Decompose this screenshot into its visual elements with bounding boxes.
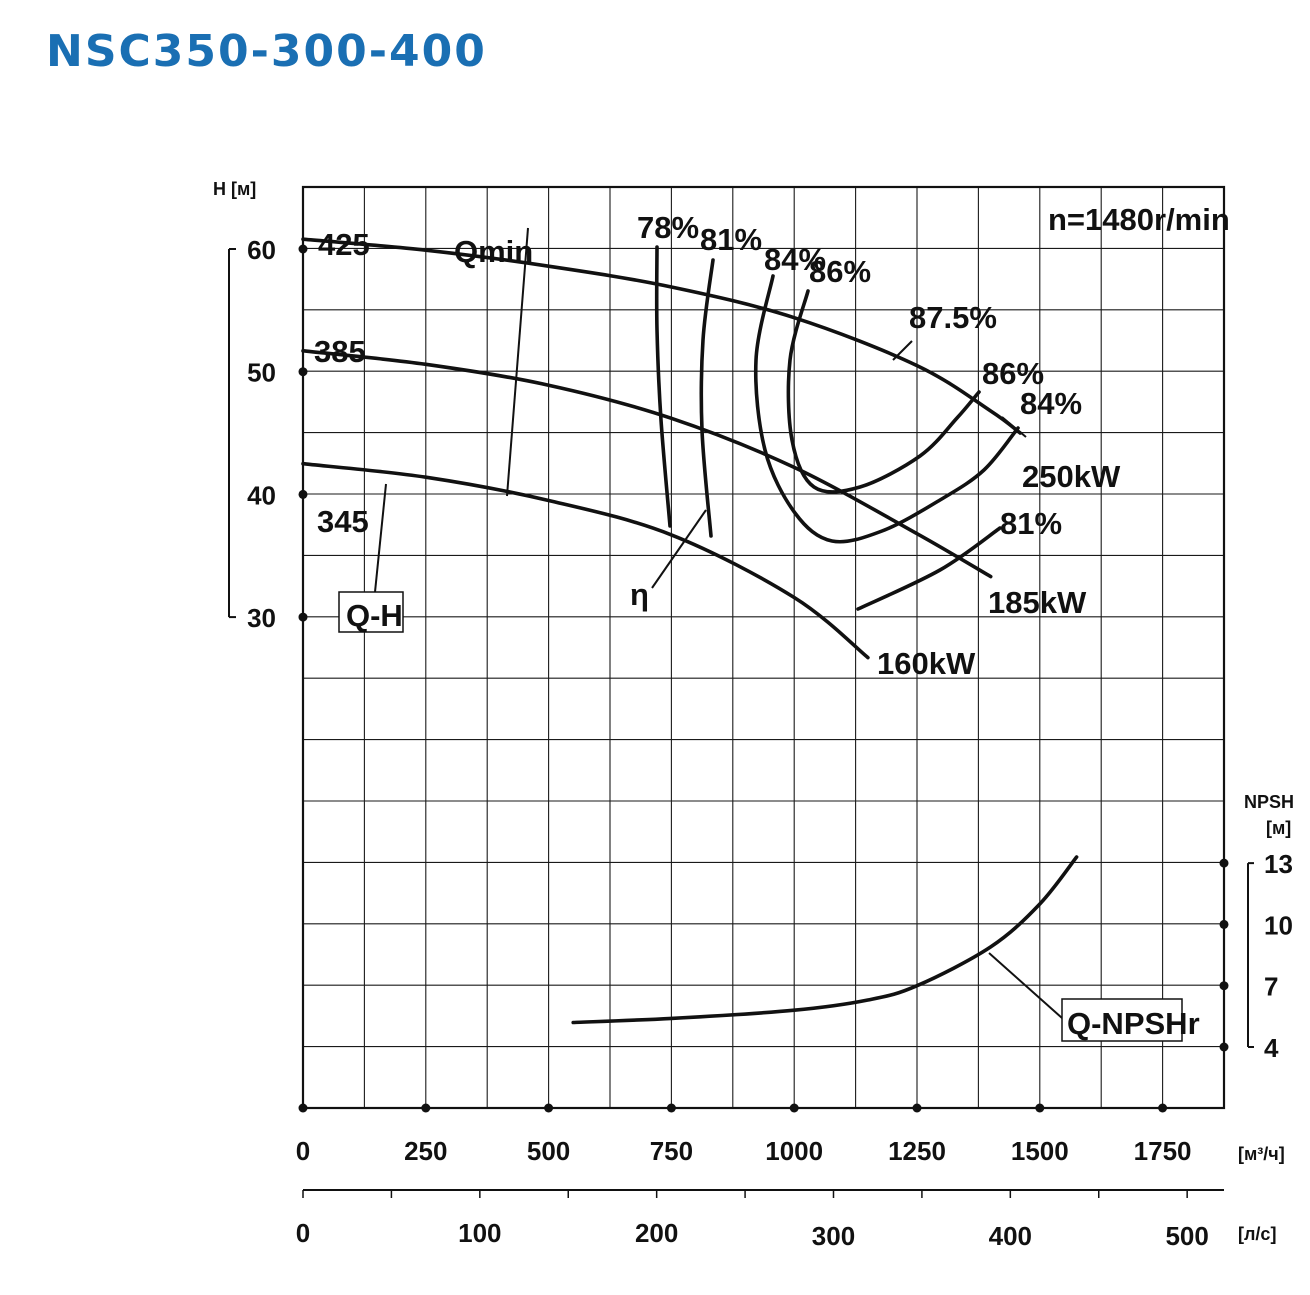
power-label-160kw: 160kW: [877, 646, 976, 681]
page-title: NSC350-300-400: [46, 26, 487, 77]
y-tick-label: 60: [247, 235, 276, 265]
iso-81: [699, 258, 715, 538]
npsh-axis-label: NPSH: [1244, 792, 1294, 812]
y-tick-label: 30: [247, 603, 276, 633]
x-tick-dot: [544, 1103, 554, 1113]
npsh-tick-label: 4: [1264, 1033, 1279, 1063]
npsh-tick-label: 13: [1264, 849, 1293, 879]
eff-label-81-right: 81%: [1000, 506, 1062, 541]
curve-head-345: [301, 461, 870, 660]
label-qh: Q-H: [346, 598, 403, 633]
qnpsh-label-box: [1061, 998, 1183, 1042]
iso-81-power: [856, 526, 1002, 611]
label-q-npshr: Q-NPSHr: [1067, 1006, 1200, 1041]
npsh-tick-label: 10: [1264, 910, 1293, 940]
eff-label-84-right: 84%: [1020, 386, 1082, 421]
x2-axis-unit: [л/с]: [1238, 1224, 1276, 1244]
x2-tick-label: 500: [1165, 1221, 1208, 1251]
x-tick-label: 1750: [1134, 1136, 1192, 1166]
eff-label-86-right: 86%: [982, 356, 1044, 391]
npsh-axis-unit: [м]: [1266, 818, 1291, 838]
curve-npsh-q-npshr: [571, 855, 1079, 1025]
x-tick-label: 250: [404, 1136, 447, 1166]
x2-tick-label: 400: [989, 1221, 1032, 1251]
eff875-leader: [892, 340, 913, 361]
eff-label-81: 81%: [700, 222, 762, 257]
plot-border: [301, 185, 1226, 1110]
plot-frame: [301, 185, 1226, 1110]
x-tick-dot: [298, 1103, 308, 1113]
label-impeller-345: 345: [317, 504, 369, 539]
x-tick-label: 1250: [888, 1136, 946, 1166]
curve-head-425: [301, 237, 1022, 435]
x-tick-label: 750: [650, 1136, 693, 1166]
qh-leader: [374, 483, 387, 593]
label-eta: η: [630, 577, 649, 612]
x-tick-label: 500: [527, 1136, 570, 1166]
x-tick-dot: [1035, 1103, 1045, 1113]
iso-84: [753, 274, 1020, 544]
qh-label-box: [338, 591, 404, 633]
npsh-tick-dot: [1219, 981, 1229, 991]
eff-label-78: 78%: [637, 210, 699, 245]
x-tick-dot: [912, 1103, 922, 1113]
power-label-250kw: 250kW: [1022, 459, 1121, 494]
y-tick-label: 50: [247, 358, 276, 388]
x-tick-label: 0: [296, 1136, 310, 1166]
speed-label: n=1480r/min: [1048, 202, 1230, 237]
eff-label-84: 84%: [764, 242, 826, 277]
y-tick-dot: [298, 612, 308, 622]
eta-leader: [651, 509, 707, 589]
power-label-185kw: 185kW: [988, 585, 1087, 620]
npsh-tick-dot: [1219, 919, 1229, 929]
x-tick-dot: [421, 1103, 431, 1113]
y-tick-dot: [298, 244, 308, 254]
y-tick-label: 40: [247, 480, 276, 510]
y-tick-dot: [298, 367, 308, 377]
x2-tick-label: 200: [635, 1218, 678, 1248]
npsh-tick-dot: [1219, 858, 1229, 868]
label-impeller-425: 425: [318, 227, 370, 262]
chart-grid: [303, 187, 1224, 1108]
eff-label-87-5: 87.5%: [909, 300, 997, 335]
x2-tick-label: 100: [458, 1218, 501, 1248]
curve-head-385: [301, 349, 993, 579]
x-tick-label: 1500: [1011, 1136, 1069, 1166]
label-impeller-385: 385: [314, 334, 366, 369]
x-tick-dot: [789, 1103, 799, 1113]
x2-tick-label: 300: [812, 1221, 855, 1251]
npsh-tick-label: 7: [1264, 972, 1278, 1002]
x-tick-dot: [1158, 1103, 1168, 1113]
npsh-tick-dot: [1219, 1042, 1229, 1052]
iso-86: [786, 289, 981, 494]
y-axis-label: H [м]: [213, 179, 256, 199]
chart-curves: [301, 227, 1079, 1025]
x-axis-unit: [м³/ч]: [1238, 1144, 1285, 1164]
iso-78: [654, 245, 672, 528]
x2-tick-label: 0: [296, 1218, 310, 1248]
x-tick-dot: [666, 1103, 676, 1113]
eff-label-86: 86%: [809, 254, 871, 289]
label-qmin: Qmin: [454, 234, 533, 269]
qmin-leader: [506, 227, 529, 497]
eff84-marker: [1001, 416, 1027, 438]
x-tick-label: 1000: [765, 1136, 823, 1166]
y-tick-dot: [298, 489, 308, 499]
npsh-leader: [988, 952, 1063, 1019]
